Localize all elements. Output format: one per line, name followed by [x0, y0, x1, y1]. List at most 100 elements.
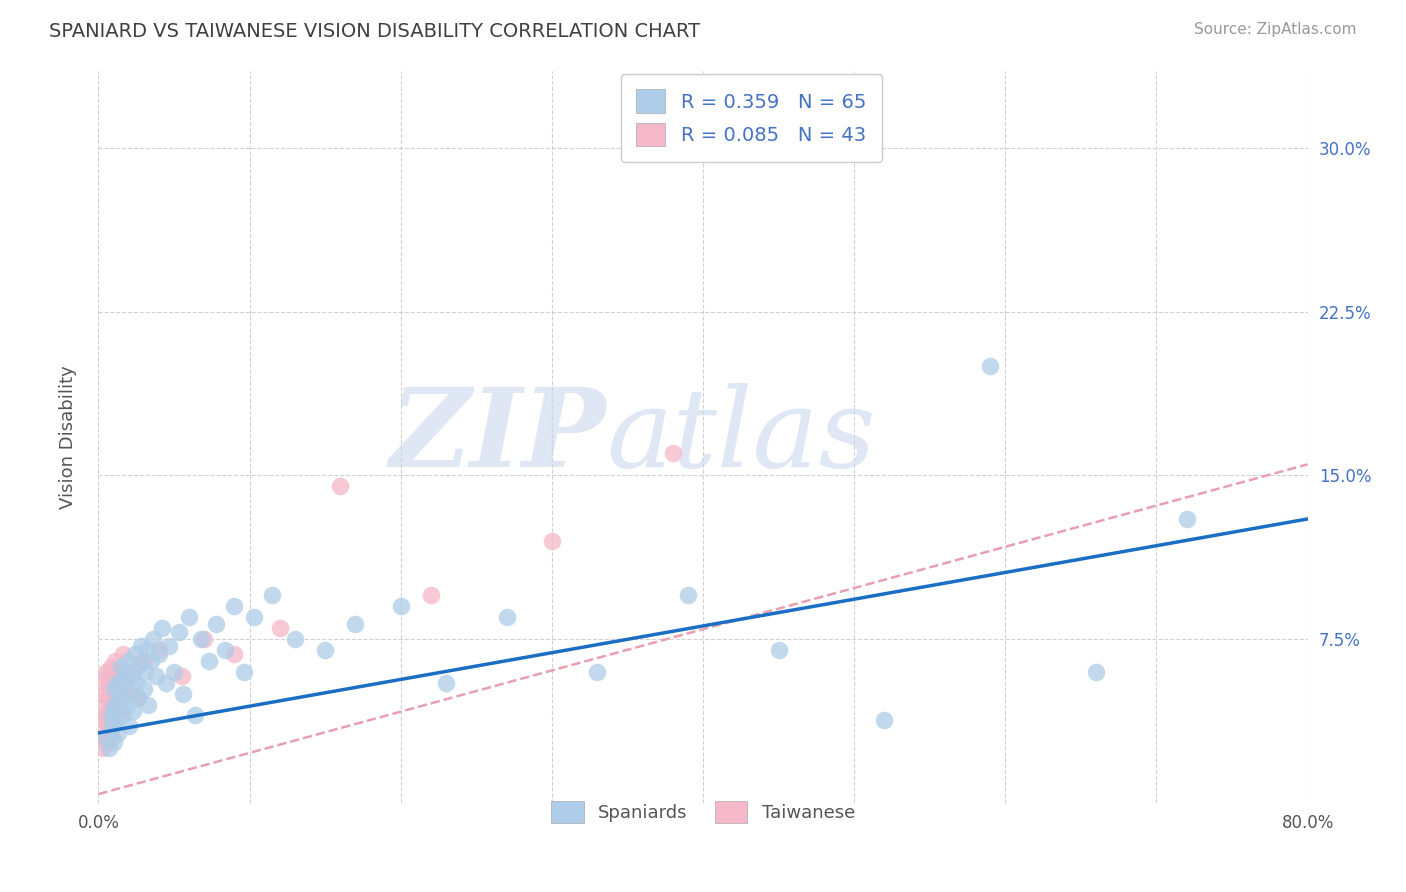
Point [586, 665, 609, 679]
Point [197, 654, 219, 668]
Point [108, 691, 131, 706]
Point [150, 621, 173, 635]
Point [100, 687, 122, 701]
Point [104, 654, 127, 668]
Point [314, 643, 336, 657]
Point [114, 675, 136, 690]
Point [118, 687, 141, 701]
Text: atlas: atlas [606, 384, 876, 491]
Point [96, 719, 118, 733]
Point [96, 669, 118, 683]
Point [94, 665, 117, 679]
Point [873, 713, 896, 727]
Point [135, 643, 157, 657]
Point [103, 682, 125, 697]
Point [142, 632, 165, 646]
Point [121, 669, 143, 683]
Point [262, 588, 284, 602]
Point [344, 616, 367, 631]
Point [170, 669, 193, 683]
Point [1175, 512, 1198, 526]
Text: Source: ZipAtlas.com: Source: ZipAtlas.com [1194, 22, 1357, 37]
Point [94, 708, 117, 723]
Point [124, 648, 146, 662]
Point [110, 704, 132, 718]
Point [132, 654, 155, 668]
Point [269, 621, 291, 635]
Point [100, 713, 122, 727]
Point [232, 665, 254, 679]
Point [134, 665, 156, 679]
Point [127, 691, 149, 706]
Point [495, 610, 517, 624]
Point [93, 698, 115, 712]
Point [155, 675, 177, 690]
Point [91, 713, 114, 727]
Point [111, 708, 134, 723]
Point [148, 643, 170, 657]
Point [224, 648, 246, 662]
Point [103, 698, 125, 712]
Point [979, 359, 1001, 373]
Text: SPANIARD VS TAIWANESE VISION DISABILITY CORRELATION CHART: SPANIARD VS TAIWANESE VISION DISABILITY … [49, 22, 700, 41]
Point [540, 533, 562, 548]
Point [167, 625, 190, 640]
Point [110, 660, 132, 674]
Point [107, 726, 129, 740]
Point [98, 675, 121, 690]
Point [94, 734, 117, 748]
Legend: Spaniards, Taiwanese: Spaniards, Taiwanese [537, 787, 869, 838]
Point [127, 691, 149, 706]
Point [107, 691, 129, 706]
Point [676, 588, 699, 602]
Point [128, 658, 150, 673]
Point [110, 687, 132, 701]
Point [125, 675, 148, 690]
Point [96, 691, 118, 706]
Point [389, 599, 412, 614]
Point [118, 654, 141, 668]
Point [172, 687, 194, 701]
Point [103, 734, 125, 748]
Point [103, 665, 125, 679]
Point [122, 704, 145, 718]
Point [112, 671, 135, 685]
Point [159, 639, 181, 653]
Point [224, 599, 246, 614]
Point [190, 632, 212, 646]
Point [101, 731, 124, 745]
Point [1085, 665, 1108, 679]
Point [101, 669, 124, 683]
Point [122, 665, 145, 679]
Point [93, 675, 115, 690]
Point [98, 726, 121, 740]
Point [193, 632, 215, 646]
Point [105, 682, 128, 697]
Point [329, 479, 352, 493]
Point [111, 648, 134, 662]
Point [104, 708, 127, 723]
Y-axis label: Vision Disability: Vision Disability [59, 365, 77, 509]
Point [214, 643, 236, 657]
Point [132, 682, 155, 697]
Point [100, 660, 122, 674]
Point [163, 665, 186, 679]
Point [205, 616, 228, 631]
Point [93, 731, 115, 745]
Point [184, 708, 207, 723]
Point [105, 675, 128, 690]
Point [114, 699, 136, 714]
Point [179, 610, 201, 624]
Point [136, 698, 159, 712]
Point [115, 665, 138, 679]
Point [98, 704, 121, 718]
Point [104, 713, 127, 727]
Point [420, 588, 443, 602]
Point [98, 741, 121, 756]
Point [101, 719, 124, 733]
Point [768, 643, 790, 657]
Point [145, 669, 167, 683]
Point [243, 610, 266, 624]
Text: ZIP: ZIP [389, 384, 606, 491]
Point [91, 741, 114, 756]
